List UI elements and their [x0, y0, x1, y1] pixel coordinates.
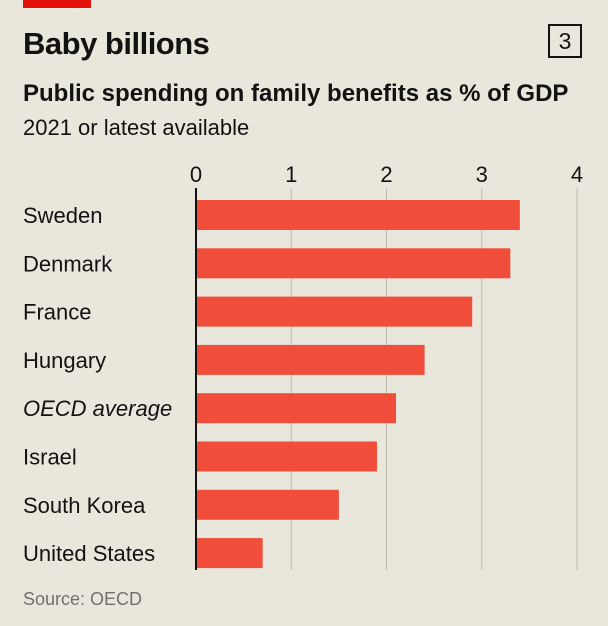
bar [196, 248, 511, 279]
chart-title: Baby billions [23, 26, 210, 61]
category-label: South Korea [23, 493, 146, 518]
chart-subtitle: Public spending on family benefits as % … [23, 80, 569, 107]
category-label: Sweden [23, 203, 103, 228]
bar [196, 344, 425, 375]
category-label: Hungary [23, 348, 106, 373]
bar [196, 489, 339, 520]
category-label: Israel [23, 445, 77, 470]
x-tick-label: 2 [380, 162, 392, 187]
bar [196, 538, 263, 569]
bar [196, 200, 520, 230]
category-label: OECD average [23, 396, 172, 421]
chart-number-badge: 3 [548, 24, 582, 58]
category-label: Denmark [23, 251, 113, 276]
category-label: United States [23, 541, 155, 566]
accent-bar [23, 0, 91, 8]
bar-chart: 0 1 2 3 4 Sweden Denmark France Hungary OECD aver… [23, 162, 583, 570]
bar [196, 393, 397, 424]
bar [196, 441, 377, 472]
x-tick-label: 3 [476, 162, 488, 187]
category-label: France [23, 300, 91, 325]
source-note: Source: OECD [23, 589, 143, 609]
chart-subtitle-secondary: 2021 or latest available [23, 115, 250, 140]
x-tick-label: 1 [285, 162, 297, 187]
x-tick-label: 4 [571, 162, 583, 187]
bar [196, 296, 473, 327]
x-tick-label: 0 [190, 162, 202, 187]
